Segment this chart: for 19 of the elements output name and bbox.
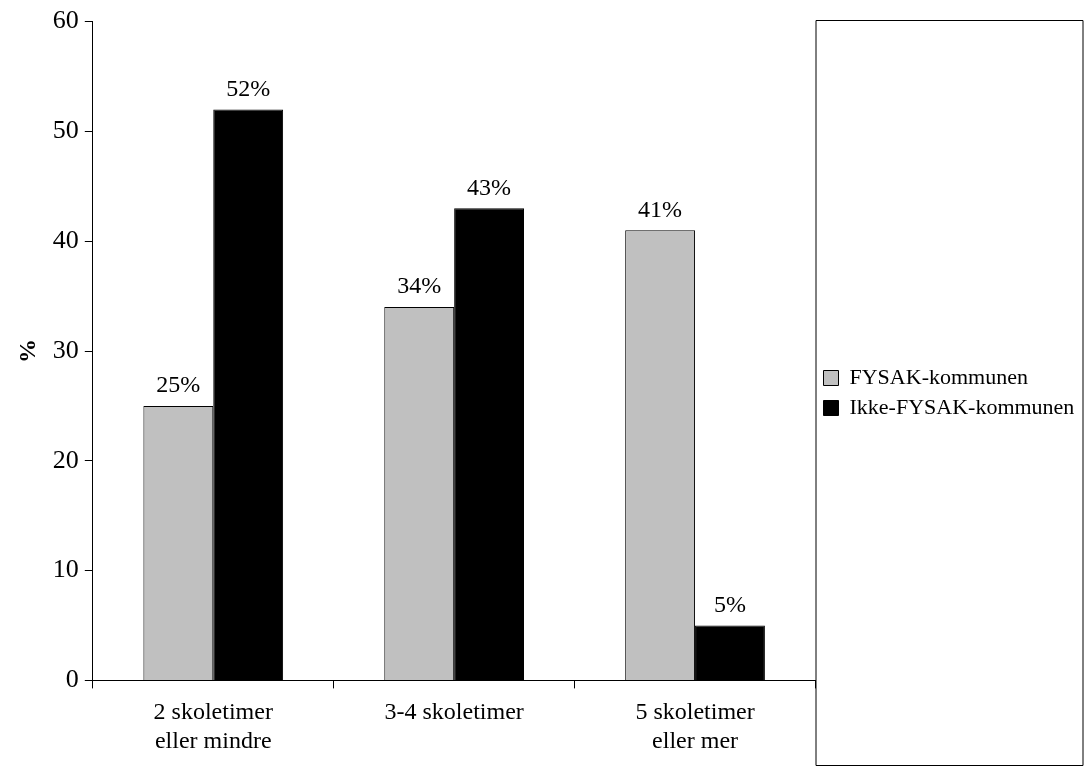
data-label: 34% xyxy=(397,272,442,299)
data-label: 52% xyxy=(226,74,271,101)
y-tick-label: 30 xyxy=(52,334,79,364)
legend-label: Ikke-FYSAK-kommunen xyxy=(849,393,1075,419)
y-tick-label: 10 xyxy=(52,554,79,584)
legend-label: FYSAK-kommunen xyxy=(849,363,1028,389)
y-axis-title: % xyxy=(13,339,40,363)
y-tick-label: 60 xyxy=(52,5,79,35)
y-tick-label: 20 xyxy=(52,444,79,474)
x-tick-label: 3-4 skoletimer xyxy=(384,698,524,725)
data-label: 5% xyxy=(713,590,746,617)
y-tick-label: 0 xyxy=(65,664,79,694)
y-tick-label: 50 xyxy=(52,115,79,145)
x-tick-label: 5 skoletimer eller mer xyxy=(635,698,755,753)
x-tick-label: 2 skoletimer eller mindre xyxy=(153,698,273,753)
data-label: 25% xyxy=(156,371,201,398)
y-tick-label: 40 xyxy=(52,225,79,255)
data-label: 43% xyxy=(467,173,512,200)
data-label: 41% xyxy=(638,195,683,222)
